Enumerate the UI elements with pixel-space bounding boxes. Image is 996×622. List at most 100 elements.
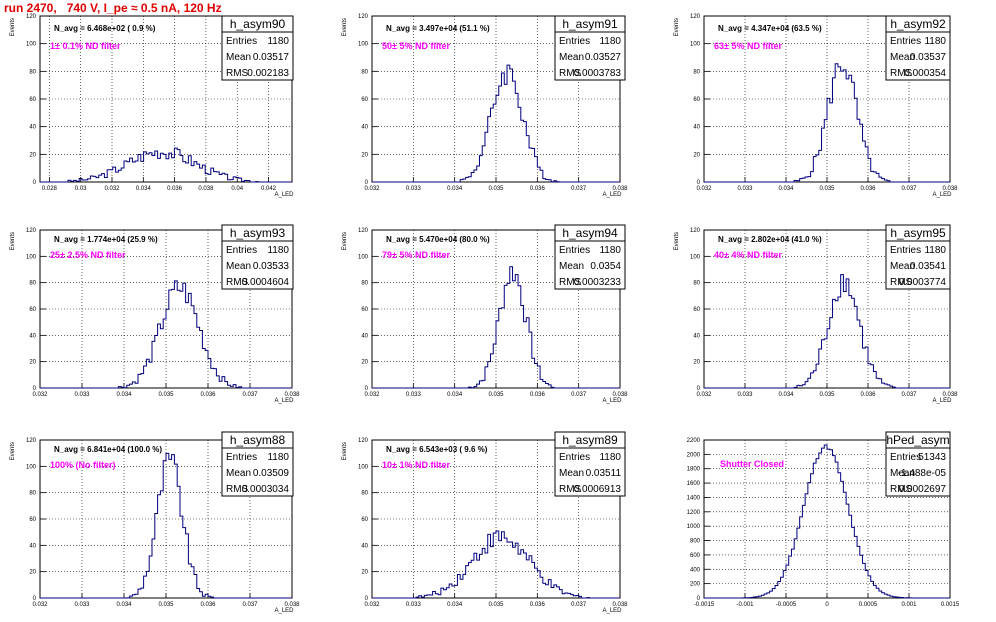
y-tick-label: 120 (690, 228, 701, 234)
y-tick-label: 100 (690, 254, 701, 260)
page-title: run 2470, 740 V, I_pe ≈ 0.5 nA, 120 Hz (4, 1, 222, 15)
stat-key-entries: Entries (559, 245, 590, 256)
y-tick-label: 80 (29, 491, 36, 497)
stats-box-frame (221, 431, 294, 497)
y-tick-label: 40 (693, 125, 700, 131)
stat-value-rms: 0.0004604 (242, 277, 290, 288)
stat-value-mean: 0.03509 (253, 468, 290, 479)
filter-label: 1± 0.1% ND filter (50, 41, 121, 51)
histogram-panel-h_asym90: 0.028 0.03 0.032 0.034 0.036 0.038 0.04 0.042 0 2… (10, 14, 294, 198)
y-tick-label: 100 (358, 42, 369, 48)
histogram-panel-h_asym88: 0.032 0.033 0.034 0.035 0.036 0.037 0.038 0 20 40… (10, 431, 300, 614)
y-tick-label: 1000 (687, 524, 701, 530)
x-tick-label: 0.034 (136, 186, 152, 192)
x-tick-label: 0.036 (530, 186, 546, 192)
stat-value-entries: 1180 (267, 245, 289, 256)
stat-key-mean: Mean (890, 468, 915, 479)
histogram-panel-h_asym91: 0.032 0.033 0.034 0.035 0.036 0.037 0.038 0 20 40… (342, 14, 628, 198)
stat-value-mean: 0.03541 (910, 261, 947, 272)
filter-label: 79± 5% ND filter (382, 250, 450, 260)
histogram-panel-hPed_asym: -0.0015 -0.001 -0.0005 0 0.0005 0.001 0.0015 0 2… (687, 431, 960, 608)
stat-key-rms: RMS (559, 68, 582, 79)
stats-box-frame (885, 224, 951, 290)
x-tick-label: 0.033 (406, 186, 422, 192)
x-tick-label: 0.042 (261, 186, 277, 192)
x-tick-label: 0.036 (860, 186, 876, 192)
x-tick-label: 0.038 (198, 186, 214, 192)
x-axis-label: A_LED (932, 398, 952, 404)
x-tick-label: 0.035 (819, 186, 835, 192)
x-tick-label: 0.033 (74, 392, 90, 398)
x-tick-label: 0.035 (819, 392, 835, 398)
y-axis-label: Events (674, 232, 680, 250)
y-tick-label: 20 (361, 360, 368, 366)
histogram-line (372, 64, 620, 183)
y-tick-label: 40 (29, 333, 36, 339)
navg-annotation: N_avg = 4.347e+04 (63.5 %) (718, 24, 822, 33)
y-axis-label: Events (674, 18, 680, 36)
x-tick-label: 0.034 (447, 392, 463, 398)
x-tick-label: 0.036 (200, 602, 216, 608)
x-tick-label: 0.037 (571, 602, 587, 608)
y-tick-label: 60 (29, 517, 36, 523)
stat-key-rms: RMS (226, 68, 249, 79)
x-tick-label: 0.037 (571, 186, 587, 192)
y-tick-label: 100 (26, 254, 37, 260)
histogram-panel-h_asym93: 0.032 0.033 0.034 0.035 0.036 0.037 0.038 0 20 40… (10, 224, 300, 404)
x-tick-label: 0.037 (242, 392, 258, 398)
stat-value-entries: 1180 (924, 245, 946, 256)
stats-box-frame (221, 15, 294, 81)
stats-box-frame (885, 431, 951, 497)
stat-key-entries: Entries (559, 36, 590, 47)
x-tick-label: 0.038 (612, 392, 628, 398)
filter-label: 100% (No filter) (50, 460, 116, 470)
x-tick-label: 0.033 (737, 392, 753, 398)
y-tick-label: 100 (26, 42, 37, 48)
x-tick-label: 0.034 (447, 602, 463, 608)
y-tick-label: 100 (26, 464, 37, 470)
x-tick-label: 0.034 (116, 392, 132, 398)
stat-value-mean: -1.488e-05 (898, 468, 947, 479)
x-tick-label: 0.0015 (941, 602, 960, 608)
y-axis-label: Events (10, 232, 16, 250)
y-tick-label: 120 (358, 14, 369, 20)
y-tick-label: 80 (29, 281, 36, 287)
y-tick-label: 1800 (687, 467, 701, 473)
y-tick-label: 0 (33, 596, 37, 602)
navg-annotation: N_avg = 5.470e+04 (80.0 %) (386, 235, 490, 244)
navg-annotation: N_avg = 3.497e+04 (51.1 %) (386, 24, 490, 33)
x-tick-label: 0.035 (158, 602, 174, 608)
y-tick-label: 100 (358, 254, 369, 260)
x-tick-label: 0.032 (364, 186, 380, 192)
filter-label: 40± 4% ND filter (714, 250, 782, 260)
y-tick-label: 400 (690, 567, 701, 573)
stats-box: h_asym91 Entries 1180 Mean 0.03527RMS0.00037… (554, 15, 626, 81)
stat-key-entries: Entries (226, 245, 257, 256)
x-tick-label: 0.034 (116, 602, 132, 608)
x-tick-label: 0.036 (167, 186, 183, 192)
stat-key-rms: RMS (890, 68, 913, 79)
x-tick-label: 0.036 (200, 392, 216, 398)
x-axis-label: A_LED (274, 608, 294, 614)
stat-value-rms: 0.002183 (247, 68, 289, 79)
x-tick-label: -0.0005 (776, 602, 797, 608)
y-tick-label: 120 (26, 228, 37, 234)
x-tick-label: 0.038 (942, 186, 958, 192)
stat-key-mean: Mean (559, 468, 584, 479)
y-tick-label: 0 (697, 180, 701, 186)
y-tick-label: 60 (361, 97, 368, 103)
navg-annotation: N_avg = 1.774e+04 (25.9 %) (54, 235, 158, 244)
y-tick-label: 120 (26, 438, 37, 444)
y-tick-label: 1200 (687, 510, 701, 516)
x-tick-label: 0.032 (32, 602, 48, 608)
y-tick-label: 80 (693, 69, 700, 75)
y-tick-label: 600 (690, 553, 701, 559)
y-axis-label: Events (10, 18, 16, 36)
stat-value-mean: 0.03517 (253, 52, 290, 63)
stat-value-entries: 1180 (599, 245, 621, 256)
y-tick-label: 120 (690, 14, 701, 20)
stat-key-rms: RMS (890, 484, 913, 495)
histogram-panel-h_asym89: 0.032 0.033 0.034 0.035 0.036 0.037 0.038 0 20 40… (342, 431, 628, 614)
